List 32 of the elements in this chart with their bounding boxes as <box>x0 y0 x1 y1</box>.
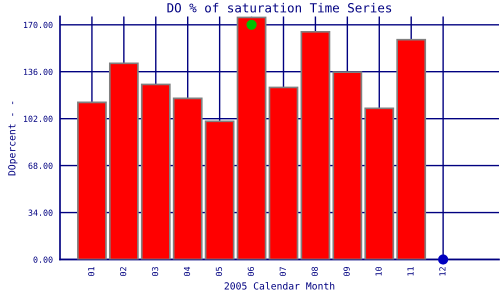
x-axis-title: 2005 Calendar Month <box>224 282 334 290</box>
x-tick-label: 12 <box>439 267 446 276</box>
x-tick-label: 06 <box>248 266 254 276</box>
bar <box>140 84 171 260</box>
y-tick-label: 102.00 <box>24 116 53 122</box>
bar <box>300 30 330 260</box>
bar <box>364 107 394 260</box>
bar <box>172 98 203 260</box>
x-tick-label: 08 <box>312 266 318 276</box>
y-tick-label: 68.00 <box>28 162 53 169</box>
bar <box>108 62 139 260</box>
x-tick-label: 03 <box>152 267 158 276</box>
y-tick-label: 0.00 <box>34 256 53 263</box>
x-tick-label: 01 <box>88 267 94 276</box>
x-tick-label: 07 <box>280 267 286 276</box>
x-tick-label: 02 <box>120 267 126 276</box>
bar <box>236 16 266 260</box>
chart-title: DO % of saturation Time Series <box>167 2 392 13</box>
x-tick-label: 10 <box>375 266 382 276</box>
bar <box>332 71 362 260</box>
bar <box>77 102 107 260</box>
y-axis-title: DOpercent - - <box>8 102 18 176</box>
x-tick-label: 09 <box>343 267 350 276</box>
x-tick-label: 11 <box>407 267 414 276</box>
y-tick-label: 34.00 <box>28 210 53 216</box>
x-tick-label: 04 <box>184 266 190 276</box>
x-tick-label: 05 <box>216 267 222 276</box>
bar <box>268 86 298 260</box>
bar <box>396 38 426 260</box>
bar <box>204 120 235 260</box>
y-tick-label: 136.00 <box>24 68 53 76</box>
y-tick-label: 170.00 <box>24 22 53 28</box>
